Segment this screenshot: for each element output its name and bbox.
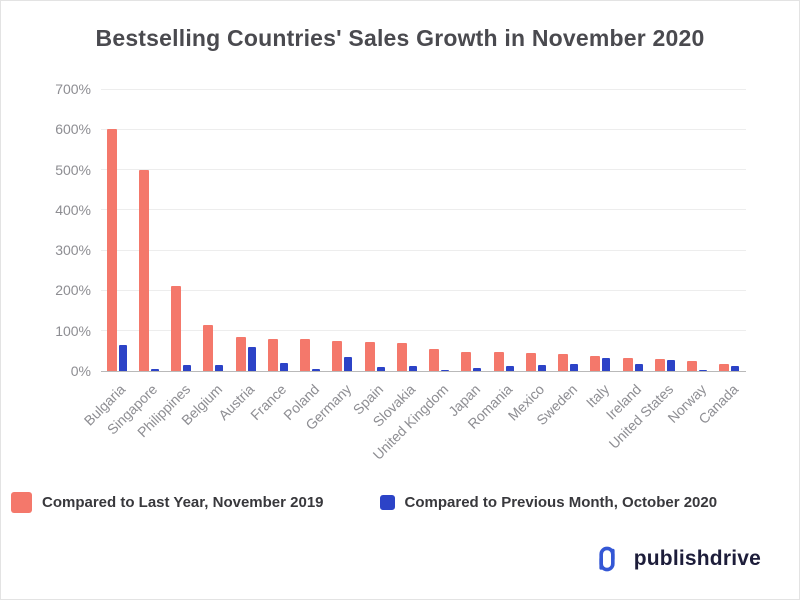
bar-last-year (687, 360, 698, 371)
gridline (101, 128, 746, 130)
legend-swatch-prev-month (379, 495, 395, 510)
bar-prev-month (279, 362, 288, 371)
bar-prev-month (150, 369, 159, 371)
y-tick-label: 600% (55, 121, 91, 138)
bar-prev-month (699, 370, 708, 371)
bar-last-year (654, 358, 665, 371)
publishdrive-logo: publishdrive (589, 541, 761, 577)
publishdrive-logo-text: publishdrive (633, 547, 761, 570)
bar-last-year (235, 336, 246, 371)
bar-last-year (364, 342, 375, 371)
bar-prev-month (505, 366, 514, 371)
bar-prev-month (537, 364, 546, 371)
bar-last-year (267, 338, 278, 371)
bar-last-year (203, 324, 214, 371)
bar-prev-month (183, 364, 192, 371)
bar-last-year (106, 129, 117, 371)
bar-prev-month (473, 367, 482, 371)
bar-last-year (525, 352, 536, 371)
bar-prev-month (634, 364, 643, 371)
bar-last-year (396, 342, 407, 371)
gridline (101, 169, 746, 171)
x-axis-line (101, 370, 746, 372)
bar-prev-month (408, 366, 417, 371)
bar-last-year (300, 338, 311, 371)
bar-prev-month (344, 356, 353, 371)
bar-last-year (171, 286, 182, 371)
bar-last-year (493, 352, 504, 371)
y-tick-label: 300% (55, 242, 91, 259)
bar-last-year (461, 351, 472, 371)
legend-label-last-year: Compared to Last Year, November 2019 (42, 494, 324, 511)
bar-last-year (719, 363, 730, 371)
bar-prev-month (602, 358, 611, 371)
legend-label-prev-month: Compared to Previous Month, October 2020 (404, 494, 718, 511)
bar-prev-month (441, 369, 450, 371)
gridline (101, 209, 746, 211)
y-tick-label: 200% (55, 282, 91, 299)
gridline (101, 249, 746, 251)
bar-last-year (429, 348, 440, 371)
y-tick-label: 0% (70, 363, 91, 379)
bar-prev-month (247, 346, 256, 371)
y-tick-label: 100% (55, 322, 91, 339)
gridline (101, 289, 746, 291)
publishdrive-logo-icon (599, 546, 615, 572)
bar-last-year (332, 340, 343, 371)
bar-prev-month (215, 364, 224, 371)
bar-prev-month (312, 368, 321, 371)
plot-area: 0% 100% 200% 300% 400% 500% 600% 700% Bulgaria Si… (55, 81, 746, 463)
chart-title: Bestselling Countries' Sales Growth in N… (95, 25, 705, 51)
legend: Compared to Last Year, November 2019 Com… (11, 492, 717, 513)
legend-item-prev-month[interactable]: Compared to Previous Month, October 2020 (379, 494, 718, 511)
bar-last-year (138, 169, 149, 371)
bar-last-year (590, 355, 601, 371)
y-tick-label: 500% (55, 161, 91, 178)
bar-prev-month (118, 344, 127, 371)
legend-swatch-last-year (11, 492, 32, 513)
bar-prev-month (376, 366, 385, 371)
y-tick-label: 400% (55, 201, 91, 218)
bar-last-year (622, 357, 633, 371)
bar-prev-month (731, 366, 740, 371)
bar-prev-month (666, 359, 675, 371)
legend-item-last-year[interactable]: Compared to Last Year, November 2019 (11, 492, 324, 513)
y-tick-label: 700% (55, 81, 91, 97)
bar-prev-month (570, 364, 579, 371)
gridline (101, 330, 746, 332)
bar-last-year (558, 353, 569, 371)
gridline (101, 88, 746, 90)
